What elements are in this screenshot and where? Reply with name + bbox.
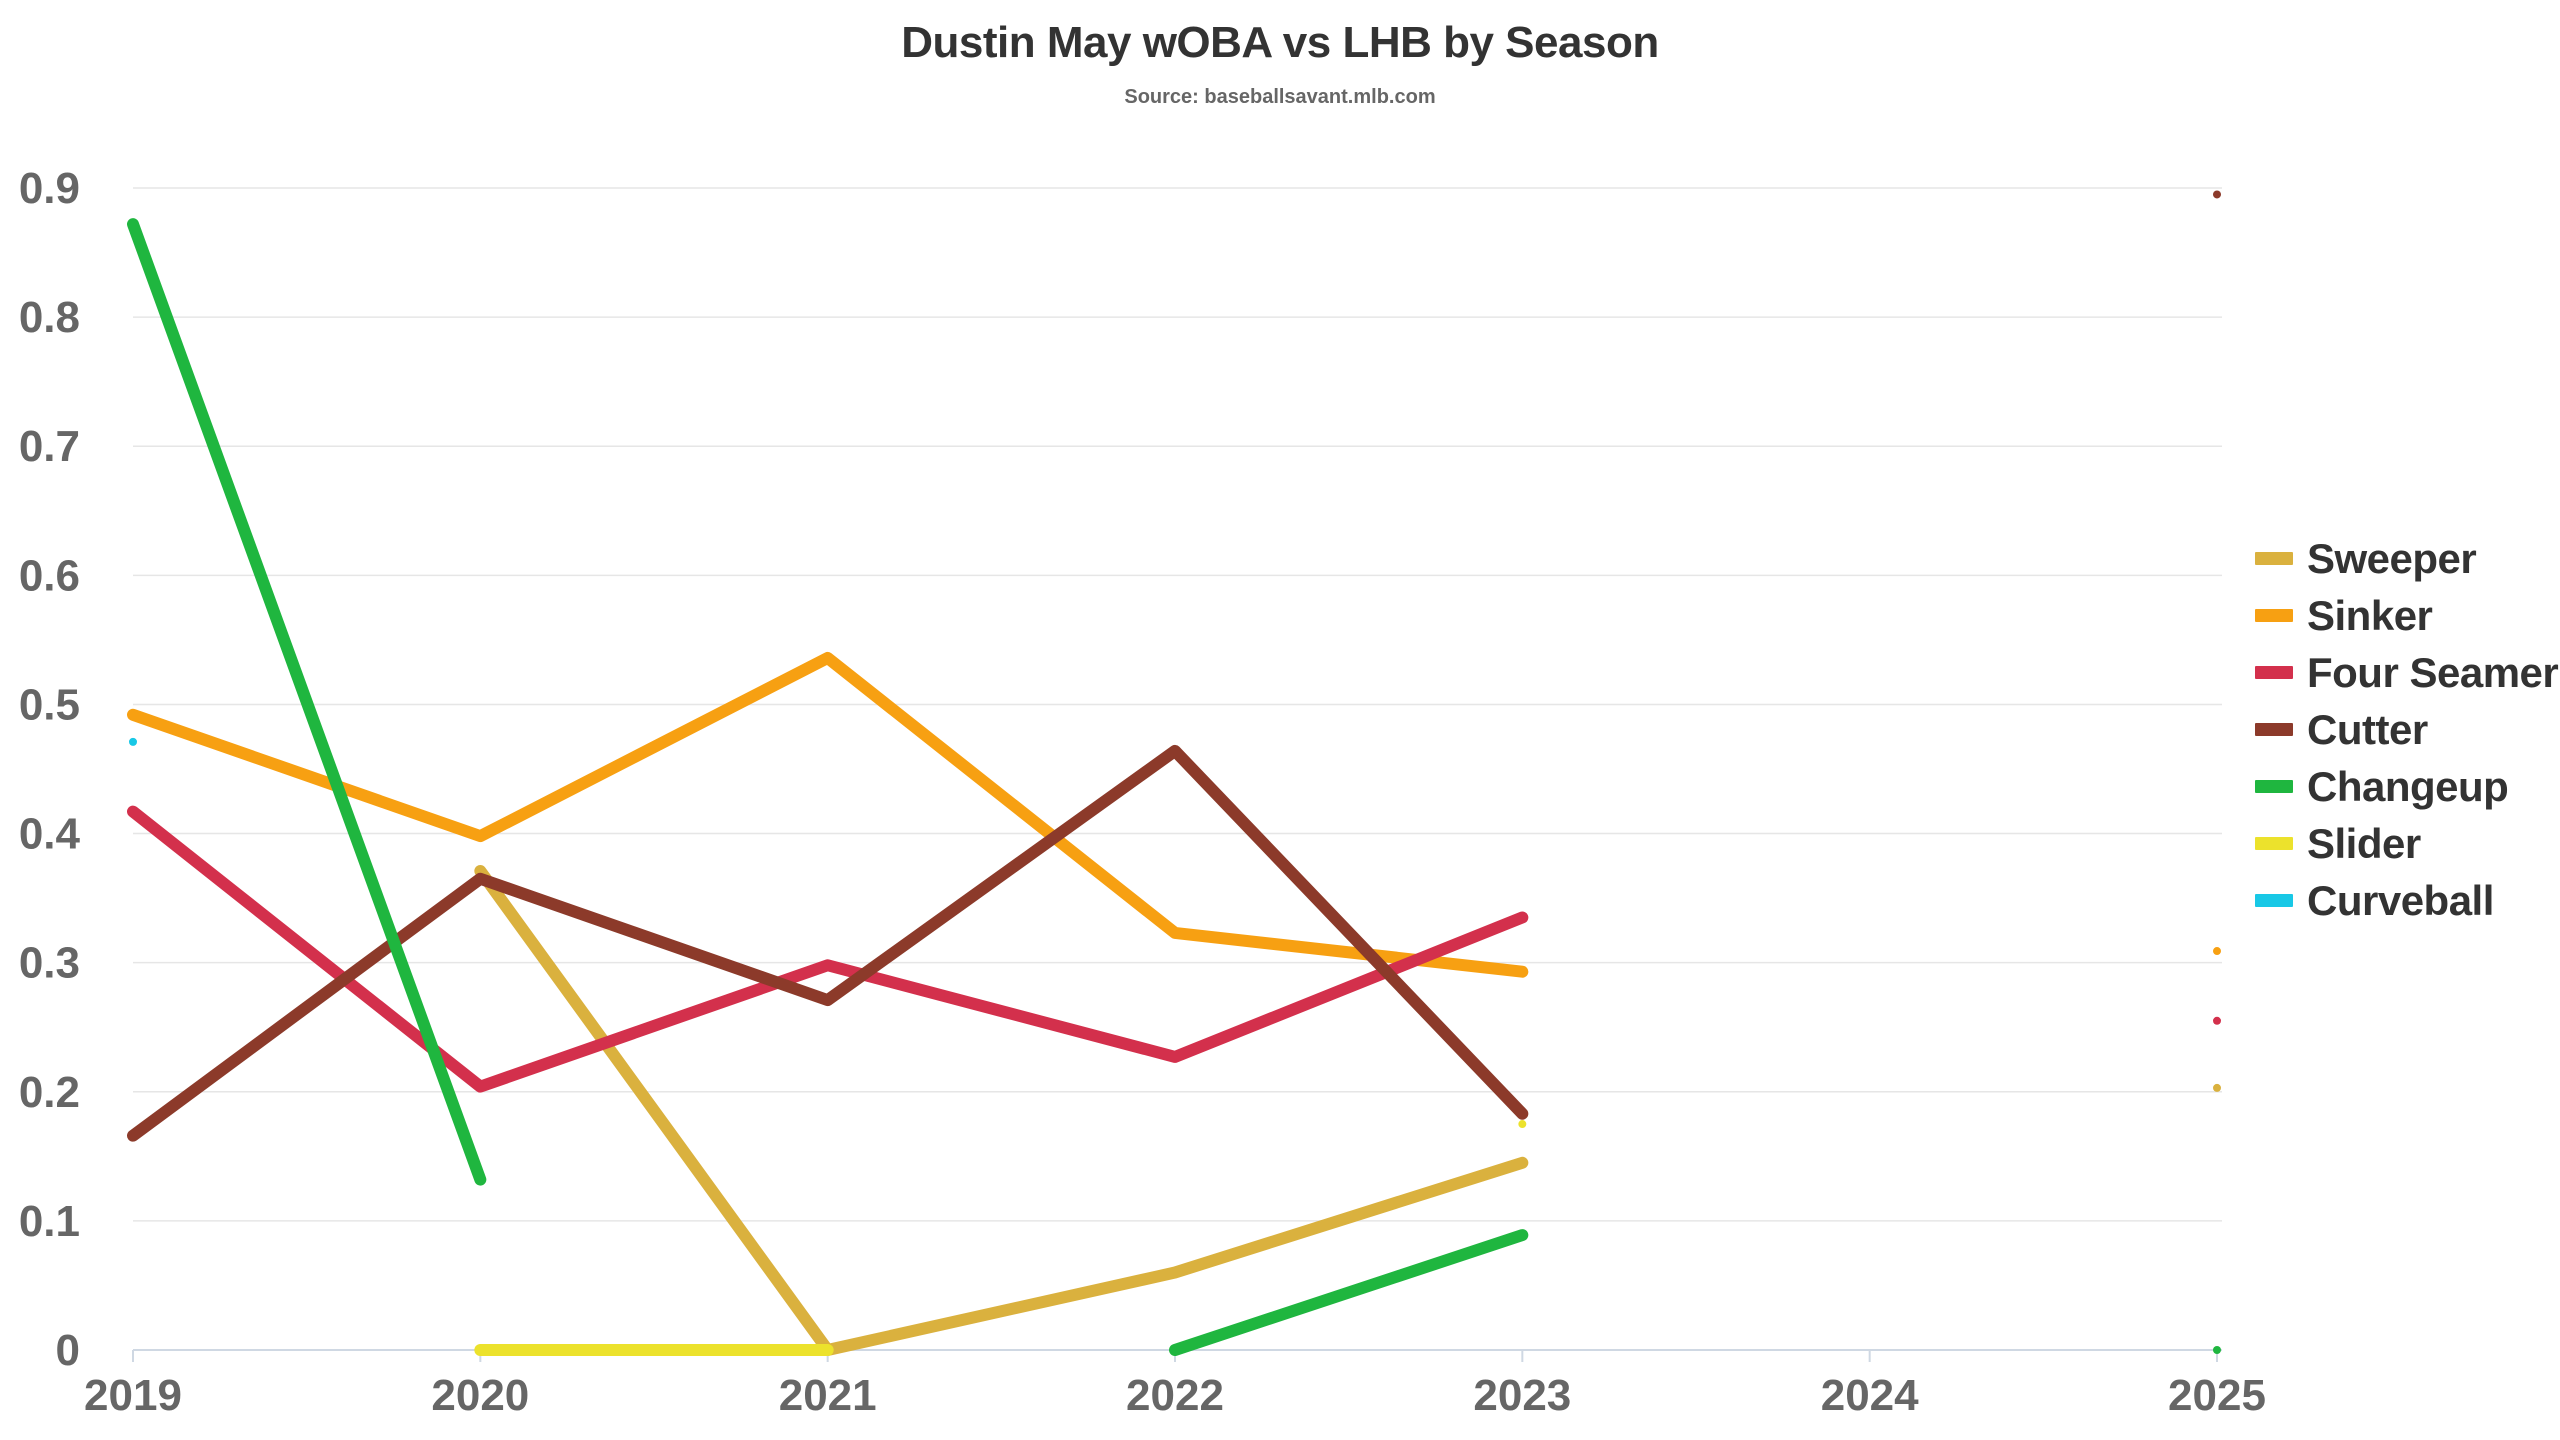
chart-title: Dustin May wOBA vs LHB by Season [901,18,1659,67]
series-cutter [127,190,2221,1142]
legend-label: Cutter [2307,705,2428,753]
legend-item-changeup[interactable]: Changeup [2255,758,2558,815]
legend: Sweeper Sinker Four Seamer Cutter Changeup Sl… [2255,530,2559,929]
legend-item-slider[interactable]: Slider [2255,815,2558,872]
x-tick-label: 2023 [1473,1371,1571,1420]
y-tick-label: 0.2 [19,1068,80,1117]
series-lines [127,190,2221,1356]
series-line-sweeper [474,864,1529,1356]
x-tick-label: 2022 [1126,1371,1224,1420]
legend-swatch [2255,723,2293,736]
legend-swatch [2255,666,2293,679]
series-sweeper [474,864,2221,1356]
chart-subtitle: Source: baseballsavant.mlb.com [1124,86,1436,108]
data-point-curveball [129,737,137,746]
y-tick-label: 0.9 [19,164,80,213]
y-tick-label: 0.5 [19,680,80,729]
series-line-changeup [1169,1229,1529,1356]
data-point-four-seamer [2213,1016,2221,1025]
grid-lines [133,187,2222,1351]
data-point-sinker [2213,947,2221,956]
data-point-slider [1518,1120,1527,1129]
legend-swatch [2255,894,2293,907]
x-tick-label: 2024 [1821,1371,1919,1420]
legend-label: Curveball [2307,876,2494,924]
y-axis: 0 0.1 0.2 0.3 0.4 0.5 0.6 0.7 0.8 0.9 [19,164,81,1375]
legend-label: Changeup [2307,762,2509,810]
y-tick-label: 0.3 [19,939,80,988]
legend-item-four-seamer[interactable]: Four Seamer [2255,644,2559,701]
legend-item-sweeper[interactable]: Sweeper [2255,530,2558,587]
y-tick-label: 0.4 [19,810,81,859]
y-tick-label: 0.8 [19,293,80,342]
legend-item-cutter[interactable]: Cutter [2255,701,2558,758]
x-tick-label: 2025 [2168,1371,2266,1420]
x-axis: 2019 2020 2021 2022 2023 2024 2025 [84,1350,2266,1420]
legend-item-curveball[interactable]: Curveball [2255,872,2558,929]
legend-swatch [2255,552,2293,565]
series-four-seamer [127,805,2221,1093]
legend-swatch [2255,837,2293,850]
series-sinker [127,651,2221,978]
y-tick-label: 0.7 [19,422,80,471]
series-line-changeup [127,218,487,1186]
series-line-cutter [127,744,1529,1142]
data-point-changeup [2213,1346,2221,1354]
series-curveball [129,737,137,746]
data-point-cutter [2213,190,2221,199]
legend-item-sinker[interactable]: Sinker [2255,587,2558,644]
legend-label: Slider [2307,819,2421,867]
y-tick-label: 0.6 [19,551,80,600]
x-tick-label: 2020 [431,1371,529,1420]
y-tick-label: 0.1 [19,1197,80,1246]
series-line-sinker [127,651,1529,978]
x-tick-label: 2019 [84,1371,182,1420]
series-slider [474,1120,1527,1356]
series-line-four-seamer [127,805,1529,1093]
legend-label: Sweeper [2307,534,2477,582]
y-tick-label: 0 [56,1326,80,1375]
legend-swatch [2255,609,2293,622]
legend-swatch [2255,780,2293,793]
legend-label: Sinker [2307,591,2433,639]
legend-label: Four Seamer [2307,648,2559,696]
x-tick-label: 2021 [779,1371,877,1420]
data-point-sweeper [2213,1083,2221,1092]
series-changeup [127,218,2221,1356]
